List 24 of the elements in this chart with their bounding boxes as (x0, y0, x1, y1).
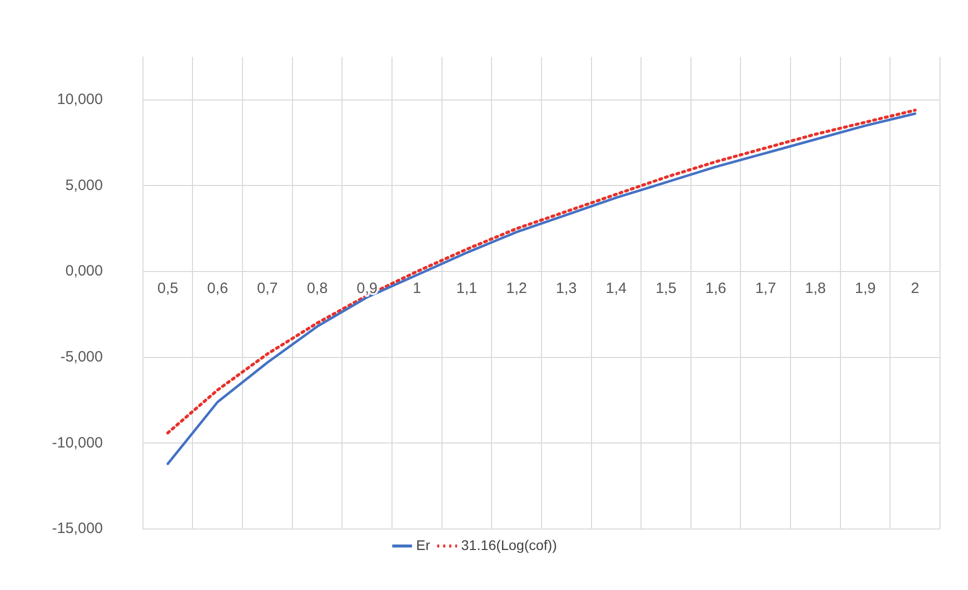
x-tick-label: 1,6 (705, 280, 726, 298)
legend-label: 31.16(Log(cof)) (461, 536, 557, 553)
legend-label: Er (416, 536, 430, 553)
x-tick-label: 1,3 (556, 280, 577, 298)
x-tick-label: 0,7 (256, 280, 278, 298)
x-tick-label: 0,5 (157, 280, 178, 298)
y-tick-label: -15,000 (52, 520, 103, 538)
y-tick-label: 5,000 (65, 176, 103, 194)
x-tick-label: 0,9 (356, 280, 378, 298)
x-tick-label: 1,8 (805, 280, 826, 298)
x-tick-label: 0,6 (207, 280, 228, 298)
x-tick-label: 1,4 (606, 280, 627, 298)
x-tick-label: 0,8 (306, 280, 328, 298)
x-tick-label: 1,9 (854, 280, 876, 298)
x-tick-label: 1,7 (755, 280, 776, 298)
y-tick-label: -5,000 (60, 348, 103, 366)
y-tick-label: -10,000 (52, 434, 103, 452)
x-tick-label: 1,1 (456, 280, 478, 298)
x-tick-label: 1,2 (506, 280, 527, 298)
y-tick-label: 0,000 (65, 262, 103, 280)
x-tick-label: 1,5 (656, 280, 676, 298)
x-tick-label: 2 (910, 280, 920, 298)
y-tick-label: 10,000 (56, 91, 103, 108)
x-tick-label: 1 (412, 280, 422, 298)
